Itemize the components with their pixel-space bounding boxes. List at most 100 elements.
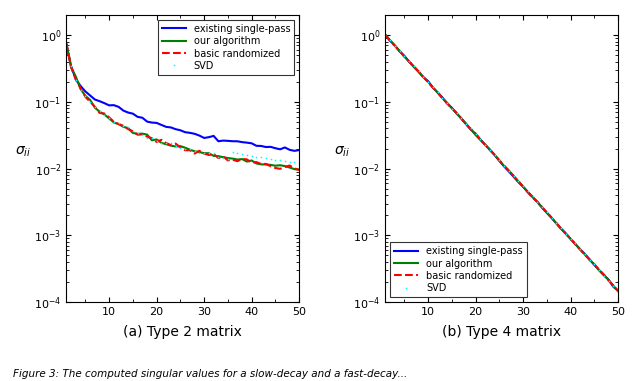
basic randomized xyxy=(153,140,161,144)
our algorithm xyxy=(415,69,422,74)
existing single-pass xyxy=(391,43,399,48)
existing single-pass xyxy=(120,108,127,113)
existing single-pass xyxy=(448,106,456,110)
Y-axis label: $\sigma_{ii}$: $\sigma_{ii}$ xyxy=(334,144,350,158)
existing single-pass xyxy=(424,79,432,83)
existing single-pass xyxy=(148,120,156,125)
SVD xyxy=(500,163,508,168)
SVD xyxy=(386,37,394,42)
SVD xyxy=(91,104,99,109)
our algorithm xyxy=(424,79,432,84)
our algorithm xyxy=(443,101,451,105)
existing single-pass xyxy=(401,53,408,58)
our algorithm xyxy=(543,210,550,215)
SVD xyxy=(458,116,465,121)
existing single-pass xyxy=(143,119,151,124)
SVD xyxy=(96,109,104,114)
SVD xyxy=(396,48,403,53)
SVD xyxy=(476,137,484,142)
X-axis label: (a) Type 2 matrix: (a) Type 2 matrix xyxy=(124,325,242,339)
Legend: existing single-pass, our algorithm, basic randomized, SVD: existing single-pass, our algorithm, bas… xyxy=(390,242,527,297)
our algorithm xyxy=(405,59,413,63)
our algorithm xyxy=(452,111,460,115)
our algorithm xyxy=(419,75,427,79)
our algorithm xyxy=(262,162,269,167)
our algorithm xyxy=(572,242,579,246)
existing single-pass xyxy=(81,89,89,94)
SVD xyxy=(124,125,132,130)
basic randomized xyxy=(157,138,165,142)
our algorithm xyxy=(462,121,470,126)
our algorithm xyxy=(576,247,584,251)
Line: SVD: SVD xyxy=(65,41,301,165)
Line: basic randomized: basic randomized xyxy=(67,43,299,170)
existing single-pass xyxy=(186,131,194,135)
SVD xyxy=(295,161,303,165)
existing single-pass xyxy=(586,257,593,262)
existing single-pass xyxy=(267,144,275,149)
our algorithm xyxy=(476,138,484,142)
existing single-pass xyxy=(238,140,246,144)
basic randomized xyxy=(391,43,399,48)
SVD xyxy=(529,194,536,199)
existing single-pass xyxy=(429,85,436,90)
existing single-pass xyxy=(124,110,132,115)
SVD xyxy=(100,112,108,117)
our algorithm xyxy=(566,237,574,241)
SVD xyxy=(452,110,460,115)
our algorithm xyxy=(106,116,113,121)
our algorithm xyxy=(609,283,617,288)
basic randomized xyxy=(529,195,536,200)
SVD xyxy=(138,133,146,138)
existing single-pass xyxy=(191,131,198,136)
existing single-pass xyxy=(214,139,222,144)
basic randomized xyxy=(214,156,222,160)
basic randomized xyxy=(77,86,84,91)
basic randomized xyxy=(538,205,546,209)
basic randomized xyxy=(581,253,589,257)
SVD xyxy=(438,95,446,100)
existing single-pass xyxy=(462,122,470,126)
SVD xyxy=(172,144,179,148)
basic randomized xyxy=(234,159,241,163)
SVD xyxy=(410,64,418,68)
Line: existing single-pass: existing single-pass xyxy=(385,35,618,291)
our algorithm xyxy=(200,151,208,155)
SVD xyxy=(134,131,141,136)
Line: existing single-pass: existing single-pass xyxy=(67,45,299,151)
SVD xyxy=(591,262,598,266)
our algorithm xyxy=(448,106,456,110)
existing single-pass xyxy=(410,64,418,69)
SVD xyxy=(143,136,151,141)
basic randomized xyxy=(143,134,151,139)
our algorithm xyxy=(295,167,303,172)
our algorithm xyxy=(257,162,265,166)
SVD xyxy=(614,288,622,293)
our algorithm xyxy=(120,125,127,129)
our algorithm xyxy=(224,156,232,160)
our algorithm xyxy=(410,65,418,69)
SVD xyxy=(381,33,389,37)
basic randomized xyxy=(120,123,127,128)
SVD xyxy=(486,148,493,153)
existing single-pass xyxy=(205,135,212,139)
basic randomized xyxy=(205,153,212,157)
SVD xyxy=(481,142,489,147)
basic randomized xyxy=(576,247,584,251)
SVD xyxy=(533,200,541,205)
our algorithm xyxy=(115,122,122,126)
existing single-pass xyxy=(271,146,279,150)
basic randomized xyxy=(491,152,499,157)
SVD xyxy=(448,106,456,111)
SVD xyxy=(110,120,118,125)
basic randomized xyxy=(405,59,413,64)
basic randomized xyxy=(238,157,246,161)
our algorithm xyxy=(391,43,399,48)
existing single-pass xyxy=(476,137,484,142)
existing single-pass xyxy=(614,288,622,293)
existing single-pass xyxy=(486,147,493,152)
existing single-pass xyxy=(566,237,574,241)
existing single-pass xyxy=(396,49,403,54)
existing single-pass xyxy=(505,169,513,174)
existing single-pass xyxy=(286,147,294,152)
